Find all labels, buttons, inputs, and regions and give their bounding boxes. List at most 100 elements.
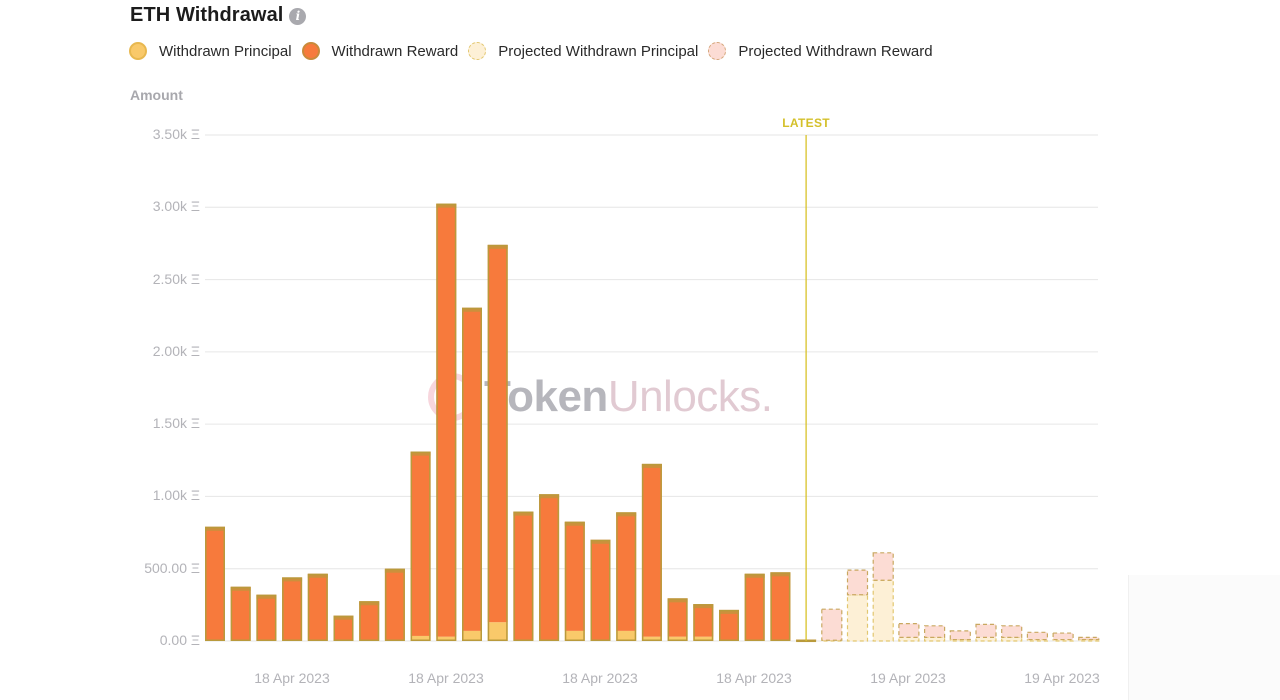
bar-cap (719, 609, 739, 614)
bar-reward[interactable] (719, 609, 739, 641)
bar-principal[interactable] (462, 630, 482, 641)
bar-cap (205, 526, 225, 531)
bar-reward[interactable] (744, 573, 765, 641)
bar-group[interactable] (282, 577, 303, 641)
bar-reward[interactable] (693, 604, 714, 637)
bar-group[interactable] (693, 604, 714, 641)
bar-group[interactable] (872, 552, 894, 642)
bar-projected-reward[interactable] (898, 623, 920, 638)
bar-principal[interactable] (667, 636, 688, 641)
bar-group[interactable] (564, 521, 585, 642)
bar-principal[interactable] (436, 636, 457, 641)
bar-group[interactable] (1026, 631, 1049, 642)
bar-group[interactable] (256, 594, 277, 641)
bar-reward[interactable] (230, 586, 251, 641)
bar-projected-reward[interactable] (1001, 625, 1023, 638)
bar-principal[interactable] (641, 636, 662, 641)
bar-group[interactable] (923, 625, 946, 642)
bar-projected-principal[interactable] (821, 639, 843, 642)
bar-group[interactable] (898, 623, 920, 642)
bar-reward[interactable] (590, 539, 611, 641)
bar-reward[interactable] (564, 521, 585, 631)
bar-reward[interactable] (282, 577, 303, 641)
bar-principal[interactable] (616, 630, 637, 641)
bar-projected-reward[interactable] (1026, 631, 1049, 641)
bar-group[interactable] (307, 573, 328, 642)
bar-projected-reward[interactable] (1052, 632, 1074, 641)
legend-item-projected-withdrawn-reward[interactable]: Projected Withdrawn Reward (708, 42, 933, 60)
bar-reward[interactable] (462, 307, 482, 631)
bar-projected-principal[interactable] (1001, 636, 1023, 642)
bar-cap (693, 604, 714, 609)
bar-cap (590, 539, 611, 544)
bar-group[interactable] (975, 623, 997, 642)
x-tick-label: 19 Apr 2023 (870, 670, 946, 686)
bar-reward[interactable] (307, 573, 328, 641)
legend-item-withdrawn-principal[interactable]: Withdrawn Principal (129, 42, 292, 60)
bar-projected-reward[interactable] (975, 623, 997, 638)
bar-cap (667, 598, 688, 603)
bar-projected-reward[interactable] (949, 630, 971, 641)
bar-reward[interactable] (513, 511, 534, 641)
bar-group[interactable] (487, 244, 508, 641)
bar-group[interactable] (719, 609, 739, 641)
bar-projected-reward[interactable] (872, 552, 894, 581)
bar-principal[interactable] (693, 636, 714, 641)
bar-group[interactable] (436, 203, 457, 642)
bar-principal[interactable] (410, 635, 431, 641)
info-icon[interactable]: i (289, 7, 307, 25)
bar-projected-reward[interactable] (821, 608, 843, 641)
bar-projected-reward[interactable] (846, 569, 869, 596)
bar-cap (564, 521, 585, 526)
bar-group[interactable] (667, 598, 688, 642)
bar-reward[interactable] (539, 494, 560, 640)
bar-projected-principal[interactable] (1078, 638, 1100, 642)
bar-group[interactable] (949, 630, 971, 642)
bar-reward[interactable] (641, 463, 662, 637)
bar-projected-principal[interactable] (872, 579, 894, 642)
bar-reward[interactable] (205, 526, 225, 641)
bar-reward[interactable] (256, 594, 277, 641)
bar-group[interactable] (770, 572, 791, 641)
bar-group[interactable] (616, 512, 637, 641)
legend-swatch-icon (129, 42, 147, 60)
bar-cap (410, 451, 431, 456)
bar-principal[interactable] (564, 630, 585, 641)
bar-group[interactable] (590, 539, 611, 641)
bar-group[interactable] (1052, 632, 1074, 642)
bar-group[interactable] (359, 601, 380, 641)
bar-reward[interactable] (333, 615, 354, 641)
bar-group[interactable] (821, 608, 843, 642)
legend-label: Withdrawn Reward (331, 42, 459, 60)
bar-reward[interactable] (487, 244, 508, 623)
bar-principal[interactable] (487, 622, 508, 641)
bar-group[interactable] (539, 494, 560, 642)
legend-item-projected-withdrawn-principal[interactable]: Projected Withdrawn Principal (468, 42, 698, 60)
bar-group[interactable] (744, 573, 765, 642)
bar-group[interactable] (1001, 625, 1023, 642)
bar-cap (539, 494, 560, 499)
bar-reward[interactable] (770, 572, 791, 641)
bar-reward[interactable] (410, 451, 431, 636)
bar-projected-reward[interactable] (1078, 636, 1100, 641)
bar-reward[interactable] (359, 601, 380, 641)
y-axis-title: Amount (130, 87, 183, 103)
legend-item-withdrawn-reward[interactable]: Withdrawn Reward (301, 42, 459, 60)
bar-group[interactable] (333, 615, 354, 642)
bar-group[interactable] (384, 568, 405, 642)
bar-group[interactable] (846, 569, 869, 642)
bar-group[interactable] (205, 526, 225, 641)
bar-group[interactable] (462, 307, 482, 641)
bar-group[interactable] (410, 451, 431, 641)
bar-group[interactable] (513, 511, 534, 642)
bar-reward[interactable] (616, 512, 637, 631)
bar-group[interactable] (641, 463, 662, 641)
bar-projected-principal[interactable] (923, 636, 946, 642)
bar-reward[interactable] (384, 568, 405, 640)
bar-reward[interactable] (667, 598, 688, 637)
bar-projected-principal[interactable] (846, 594, 869, 642)
bar-group[interactable] (230, 586, 251, 641)
bar-reward[interactable] (436, 203, 457, 637)
bar-group[interactable] (1078, 636, 1100, 642)
bar-projected-reward[interactable] (923, 625, 946, 638)
